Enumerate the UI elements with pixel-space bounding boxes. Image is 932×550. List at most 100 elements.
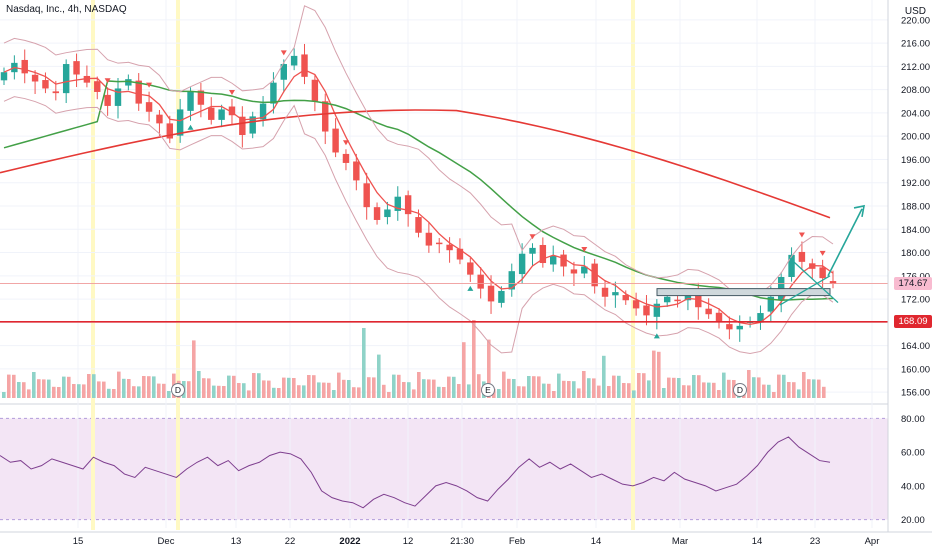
candle	[301, 43, 308, 85]
candle-body	[270, 82, 277, 104]
volume-bar	[712, 382, 716, 398]
candle	[239, 106, 246, 148]
volume-bar	[822, 386, 826, 398]
candle-body	[332, 128, 339, 153]
volume-bar	[627, 383, 631, 398]
volume-bar	[257, 373, 261, 398]
volume-bar	[512, 379, 516, 398]
candle-body	[456, 248, 464, 260]
candle-body	[73, 61, 80, 75]
volume-bar	[692, 375, 696, 398]
symbol-title[interactable]: Nasdaq, Inc., 4h, NASDAQ	[6, 4, 127, 15]
candle-body	[249, 116, 256, 134]
candle	[425, 222, 433, 253]
volume-bar	[312, 375, 316, 398]
volume-bar	[297, 385, 301, 398]
candle-body	[539, 244, 547, 264]
volume-bar	[602, 355, 606, 398]
volume-bar	[152, 376, 156, 398]
volume-bar	[817, 379, 821, 398]
candle	[218, 104, 225, 128]
candle	[114, 78, 122, 119]
signal-marker	[581, 247, 588, 253]
volume-bar	[282, 377, 286, 398]
candle-body	[322, 101, 329, 132]
volume-bar	[67, 376, 71, 398]
trendline-down	[789, 257, 839, 304]
volume-bar	[47, 379, 51, 398]
event-marker[interactable]: D	[733, 383, 747, 397]
volume-bar	[367, 377, 371, 398]
volume-bar	[227, 375, 231, 398]
candle-body	[591, 263, 598, 287]
event-marker-circle	[481, 383, 495, 397]
event-marker[interactable]: D	[171, 383, 185, 397]
event-marker-circle	[733, 383, 747, 397]
last-price-tag: 174.67	[894, 277, 932, 291]
volume-bar	[777, 374, 781, 398]
volume-bar	[437, 386, 441, 398]
price-tick-label: 180.00	[901, 248, 930, 259]
candle-body	[135, 80, 142, 104]
volume-bar	[812, 379, 816, 398]
candle	[415, 209, 422, 238]
candle-body	[52, 91, 60, 94]
volume-bar	[667, 377, 671, 398]
candle-body	[788, 254, 795, 277]
candle	[363, 172, 370, 220]
volume-bar	[787, 382, 791, 398]
volume-bar	[37, 379, 41, 398]
volume-bar	[607, 386, 611, 398]
candle	[21, 49, 28, 84]
volume-bar	[562, 380, 566, 398]
volume-bar	[202, 378, 206, 398]
candle-body	[342, 153, 350, 163]
candle	[353, 153, 360, 191]
volume-bar	[42, 379, 46, 398]
signal-marker	[146, 82, 153, 88]
candle-body	[467, 262, 474, 275]
event-marker[interactable]: E	[481, 383, 495, 397]
volume-bar	[82, 384, 86, 398]
candle	[715, 308, 723, 329]
volume-bar	[222, 386, 226, 398]
candle	[632, 292, 640, 316]
volume-bar	[377, 354, 381, 398]
volume-bar	[157, 383, 161, 398]
candle-body	[643, 305, 650, 316]
volume-bar	[677, 378, 681, 398]
candle-body	[705, 308, 712, 315]
volume-bar	[637, 373, 641, 398]
volume-bar	[397, 374, 401, 398]
candle-body	[425, 232, 433, 246]
candle-body	[529, 247, 536, 254]
volume-bar	[452, 376, 456, 398]
candle	[332, 118, 339, 158]
event-marker-circle	[171, 383, 185, 397]
volume-bar	[107, 388, 111, 398]
time-tick-label: 13	[231, 536, 242, 547]
price-tick-label: 160.00	[901, 364, 930, 375]
volume-bar	[137, 386, 141, 398]
volume-bar	[557, 373, 561, 398]
candle	[94, 76, 101, 100]
volume-bar	[262, 380, 266, 398]
volume-bar	[277, 388, 281, 398]
candle-body	[518, 253, 526, 275]
volume-bar	[307, 375, 311, 398]
volume-bar	[132, 386, 136, 398]
candle	[208, 97, 215, 125]
candle-body	[736, 325, 743, 330]
time-tick-label: 22	[285, 536, 296, 547]
volume-bar	[62, 376, 66, 398]
price-tick-label: 216.00	[901, 39, 930, 50]
volume-bar	[652, 350, 656, 398]
candle	[373, 202, 381, 225]
candle-body	[176, 109, 184, 136]
candle-body	[0, 72, 8, 81]
candle	[829, 270, 837, 289]
volume-bar	[622, 383, 626, 398]
candle-body	[767, 296, 775, 312]
